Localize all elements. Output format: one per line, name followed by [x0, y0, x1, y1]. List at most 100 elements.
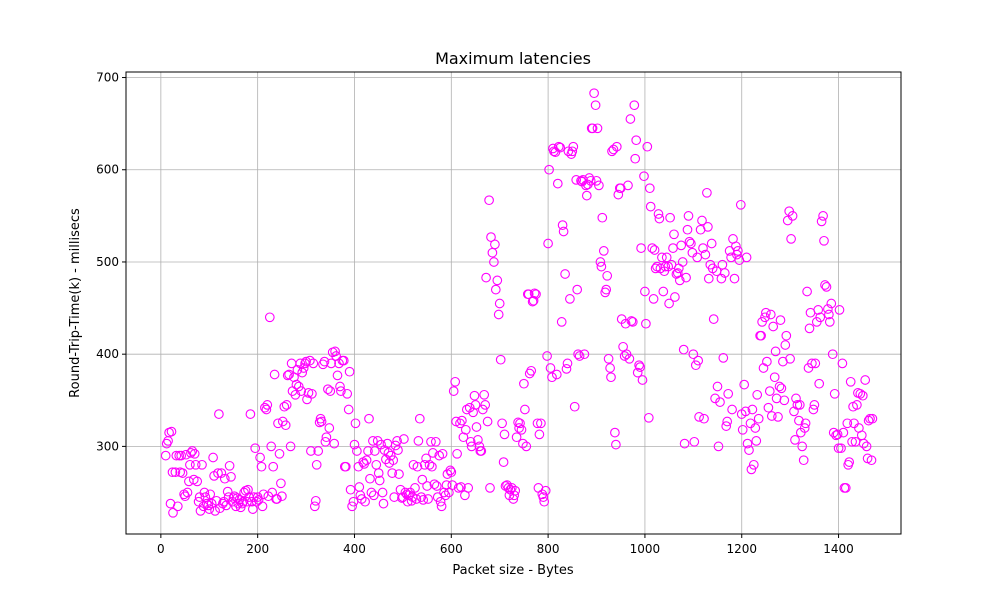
data-point [733, 246, 743, 256]
data-point [431, 481, 442, 491]
data-point [739, 379, 750, 390]
data-point [226, 471, 236, 482]
data-point [293, 381, 304, 392]
data-point [190, 459, 201, 470]
data-point [727, 404, 737, 415]
data-point [192, 476, 203, 487]
data-point [260, 402, 270, 413]
data-point [516, 424, 527, 435]
data-point [690, 360, 701, 371]
data-point [161, 438, 172, 449]
data-point [368, 490, 379, 501]
data-point [534, 429, 545, 440]
data-point [810, 358, 821, 369]
data-point [598, 246, 609, 256]
data-point [498, 457, 509, 467]
y-tick-label: 500 [96, 255, 119, 269]
data-point [279, 401, 290, 412]
data-point [520, 404, 530, 415]
data-point [557, 220, 568, 230]
data-point [410, 483, 420, 493]
data-point [500, 481, 511, 491]
data-point [698, 243, 708, 253]
data-point [790, 435, 800, 445]
data-point [750, 423, 761, 433]
data-point [631, 135, 642, 146]
x-tick-label: 1000 [630, 542, 661, 556]
data-point [388, 455, 399, 466]
data-point [330, 346, 340, 357]
data-point [490, 284, 501, 295]
data-point [721, 421, 732, 431]
data-point [808, 404, 819, 415]
data-point [587, 123, 598, 134]
data-point [826, 298, 837, 309]
data-point [268, 461, 279, 472]
data-point [514, 423, 524, 433]
data-point [573, 349, 583, 360]
data-point [642, 141, 653, 152]
data-point [273, 418, 283, 429]
data-point [376, 439, 386, 450]
data-point [531, 289, 541, 300]
data-point [661, 252, 672, 263]
data-point [741, 252, 752, 263]
data-point [452, 448, 462, 459]
data-point [486, 232, 496, 242]
data-point [497, 418, 507, 429]
data-point [613, 189, 624, 200]
data-point [257, 501, 268, 512]
data-point [306, 446, 316, 456]
data-point [536, 418, 546, 429]
data-point [794, 415, 804, 426]
data-point [291, 379, 302, 390]
data-point [201, 498, 212, 509]
data-point [205, 489, 216, 500]
data-point [620, 318, 631, 329]
data-point [684, 236, 695, 247]
data-point [385, 450, 396, 461]
data-point [597, 212, 608, 223]
data-point [735, 199, 746, 210]
data-point [332, 370, 343, 381]
data-point [858, 438, 869, 449]
data-point [625, 114, 636, 124]
data-point [718, 353, 729, 363]
data-point [477, 404, 488, 415]
data-point [753, 413, 764, 424]
y-tick-label: 600 [96, 163, 119, 177]
data-point [845, 376, 856, 387]
data-point [657, 252, 667, 263]
data-point [641, 318, 651, 329]
data-point [635, 362, 645, 372]
data-point [345, 484, 356, 495]
data-point [677, 257, 688, 267]
data-point [602, 270, 613, 281]
data-point [521, 441, 532, 452]
data-point [654, 213, 665, 224]
data-point [413, 436, 424, 446]
data-point [340, 461, 351, 472]
data-point [844, 457, 855, 467]
data-point [838, 427, 849, 438]
data-point [627, 317, 638, 327]
y-tick-label: 400 [96, 347, 119, 361]
data-point [509, 490, 520, 501]
data-point [224, 460, 235, 471]
data-point [440, 490, 451, 501]
data-point [418, 495, 429, 505]
x-tick-label: 1200 [726, 542, 757, 556]
data-point [510, 485, 521, 496]
data-point [280, 420, 291, 431]
data-point [787, 211, 798, 221]
data-point [723, 388, 734, 399]
data-point [219, 473, 230, 484]
data-point [626, 316, 637, 326]
data-point [542, 351, 552, 361]
data-point [632, 367, 643, 378]
data-point [411, 494, 422, 504]
axis-ticks: 0 200 400 600 800 1000 1200 1400 300 400 500 600 700 [96, 71, 854, 556]
data-point [476, 446, 487, 456]
data-point [387, 468, 398, 478]
